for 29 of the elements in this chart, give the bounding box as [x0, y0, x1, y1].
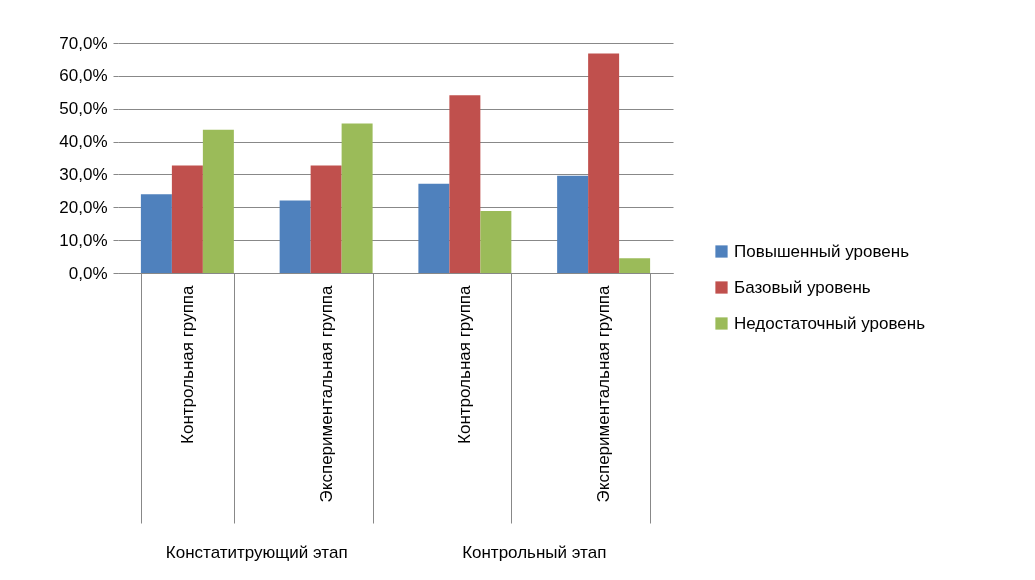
bar [449, 95, 481, 273]
bar [480, 210, 512, 273]
x-tick-label: Контрольная группа [177, 284, 197, 444]
y-tick-label: 10,0% [59, 230, 108, 250]
bar [588, 53, 620, 273]
y-tick-label: 50,0% [59, 99, 108, 119]
x-tick-label: Экспериментальная группа [594, 284, 614, 503]
legend-label: Повышенный уровень [734, 241, 910, 261]
bar [619, 258, 651, 273]
bar [310, 165, 342, 273]
legend-label: Недостаточный уровень [734, 313, 926, 333]
bar [341, 123, 373, 273]
y-tick-label: 0,0% [68, 263, 108, 283]
text: Констатитрующий этап [164, 543, 349, 563]
y-tick-label: 30,0% [59, 164, 108, 184]
y-tick-label: 60,0% [59, 66, 108, 86]
text: Контрольный этап [461, 543, 608, 563]
bar [171, 165, 203, 273]
bar [140, 194, 172, 273]
bar [557, 175, 589, 273]
legend-label: Базовый уровень [734, 277, 871, 297]
y-tick-label: 70,0% [59, 33, 108, 53]
x-tick-label: Экспериментальная группа [316, 284, 336, 503]
bar [418, 183, 450, 273]
bar [279, 200, 311, 273]
bar [202, 129, 234, 273]
x-tick-label: Контрольная группа [455, 284, 475, 444]
y-tick-label: 20,0% [59, 197, 108, 217]
y-tick-label: 40,0% [59, 132, 108, 152]
